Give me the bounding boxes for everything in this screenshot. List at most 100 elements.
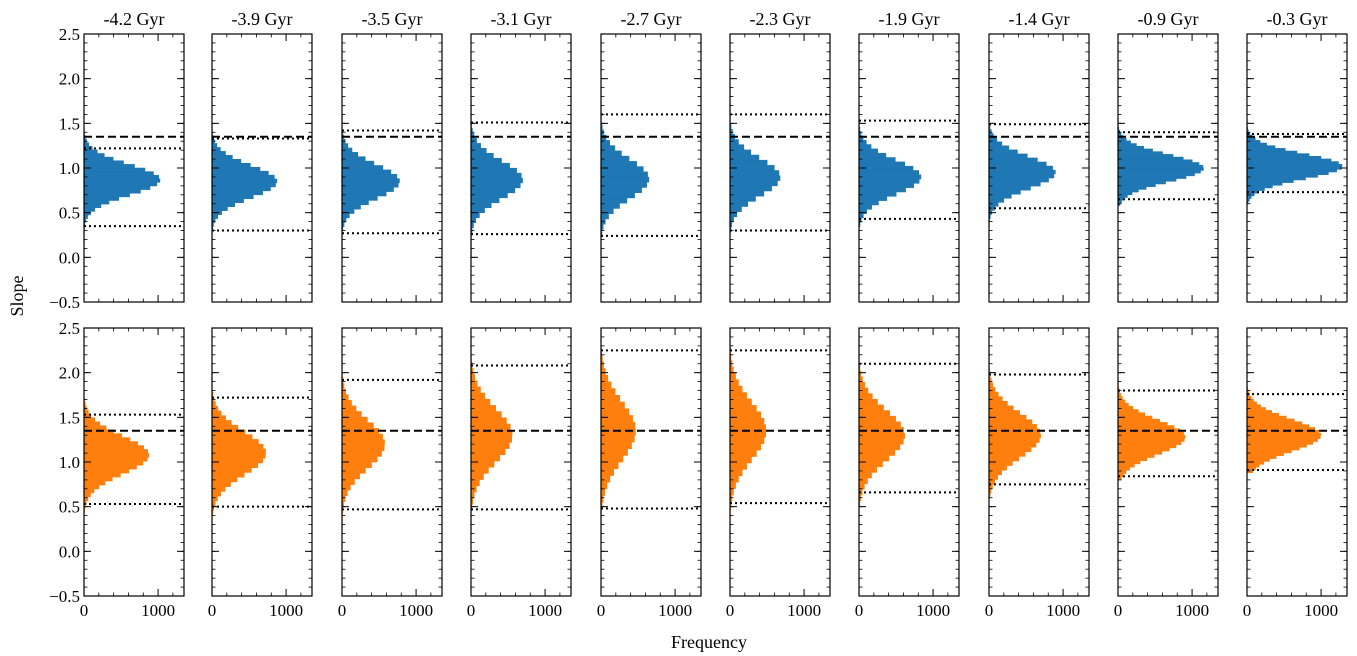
histogram-bar <box>1247 187 1265 191</box>
histogram-bar <box>601 448 628 456</box>
histogram-bar <box>1247 398 1254 402</box>
histogram-bar <box>601 197 628 204</box>
histogram-bar <box>1118 450 1163 455</box>
y-tick-label: 1.0 <box>59 159 80 178</box>
histogram-bar <box>859 404 884 411</box>
histogram-bar <box>859 444 901 451</box>
histogram-bar <box>601 462 619 470</box>
y-tick-label: 0.0 <box>59 542 80 561</box>
histogram-bar <box>1247 441 1314 445</box>
x-tick-label: 0 <box>208 601 217 620</box>
histogram-bar <box>84 153 105 158</box>
histogram-bar <box>1247 407 1266 411</box>
panel-r1-c2: 0 1000 <box>338 327 443 620</box>
histogram-bar <box>601 428 636 436</box>
histogram-bar <box>730 379 739 387</box>
histogram-bar <box>730 398 752 406</box>
histogram-bar <box>989 137 998 142</box>
x-tick-label: 1000 <box>787 601 821 620</box>
histogram-bar <box>601 475 611 483</box>
histogram-bar <box>989 165 1053 171</box>
histogram-bar <box>84 469 129 474</box>
histogram-bar <box>730 206 742 212</box>
histogram-bar <box>859 387 869 394</box>
histogram-bar <box>1247 415 1287 420</box>
histogram-bar <box>989 442 1037 448</box>
panel-r0-c6: -1.9 Gyr <box>858 9 960 303</box>
histogram-bar <box>601 388 616 396</box>
histogram-bar <box>212 448 266 454</box>
histogram-bar <box>1118 415 1153 420</box>
histogram-bar <box>601 361 604 369</box>
histogram-bar <box>989 377 992 383</box>
histogram-bar <box>859 196 888 201</box>
histogram-bar <box>1118 441 1182 445</box>
histogram-bar <box>342 495 346 502</box>
histogram-bar <box>601 224 604 230</box>
histogram-bar <box>84 449 148 454</box>
histogram-bar <box>1118 164 1204 169</box>
histogram-bar <box>1118 129 1120 133</box>
histogram-bar <box>859 161 906 167</box>
histogram-bar <box>84 441 138 446</box>
histogram-bar <box>342 187 394 192</box>
histogram-bar <box>989 488 992 494</box>
histogram-bar <box>342 461 372 468</box>
histogram-bar <box>471 177 523 184</box>
histogram-bar <box>1247 395 1252 400</box>
histogram-bar <box>601 176 650 183</box>
histogram-bar <box>212 472 245 478</box>
histogram-bar <box>859 376 863 383</box>
histogram-bar <box>1118 186 1147 190</box>
histogram-bar <box>212 453 266 459</box>
histogram-bar <box>471 436 513 443</box>
histogram-bar <box>730 424 767 432</box>
histogram-bar <box>342 178 400 184</box>
histogram-bar <box>342 143 349 149</box>
histogram-bar <box>84 167 146 172</box>
histogram-bar <box>989 129 992 134</box>
histogram-bar <box>1247 171 1329 175</box>
histogram-bar <box>471 498 474 505</box>
histogram-bar <box>989 414 1027 420</box>
histogram-bar <box>1118 156 1184 160</box>
histogram-bar <box>471 386 481 394</box>
histogram-bar <box>471 157 502 164</box>
histogram-bar <box>859 209 867 214</box>
histogram-bar <box>342 200 369 206</box>
histogram-bar <box>471 392 486 400</box>
histogram-bar <box>989 373 991 379</box>
histogram-bar <box>1118 154 1174 158</box>
histogram-bar <box>84 174 159 180</box>
histogram-bar <box>471 152 494 159</box>
histogram-bar <box>212 486 226 492</box>
histogram-bar <box>1118 159 1193 163</box>
histogram-bar <box>1118 476 1122 481</box>
histogram-bar <box>84 207 96 212</box>
histogram-bar <box>1118 189 1139 193</box>
column-title: -2.3 Gyr <box>750 9 811 29</box>
histogram-bar <box>471 460 495 468</box>
histogram-bar <box>601 145 616 151</box>
x-tick-label: 1000 <box>1175 601 1209 620</box>
histogram-bar <box>730 501 732 509</box>
y-tick-label: −0.5 <box>49 293 80 312</box>
histogram-bar <box>1247 129 1249 133</box>
histogram-bar <box>730 139 739 145</box>
histogram-bar <box>84 465 137 470</box>
histogram-bar <box>859 135 864 141</box>
histogram-bar <box>1247 174 1318 178</box>
histogram-bar <box>859 432 905 439</box>
histogram-bar <box>730 417 765 425</box>
histogram-bar <box>342 382 345 390</box>
histogram-bar <box>1118 170 1201 174</box>
histogram-bar <box>1247 150 1298 154</box>
histogram-bar <box>471 172 522 179</box>
histogram-bar <box>730 149 752 156</box>
histogram-bar <box>342 195 378 201</box>
histogram-bar <box>84 178 161 183</box>
histogram-bar <box>859 222 861 227</box>
histogram-bar <box>730 456 752 464</box>
x-tick-label: 1000 <box>528 601 562 620</box>
histogram-bar <box>1118 167 1204 171</box>
